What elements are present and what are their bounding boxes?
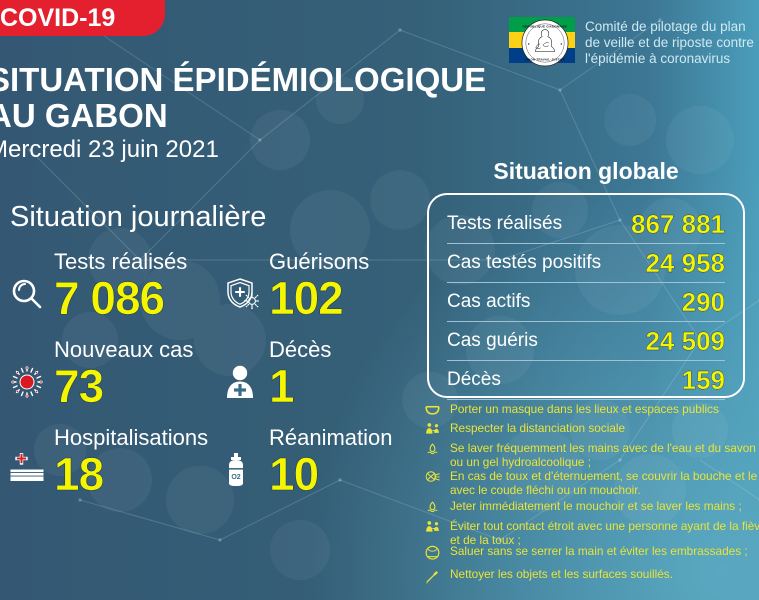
- svg-text:UNION-TRAVAIL-JUSTICE: UNION-TRAVAIL-JUSTICE: [525, 57, 565, 61]
- svg-text:O2: O2: [231, 474, 240, 481]
- svg-text:REPUBLIQUE GABONAISE: REPUBLIQUE GABONAISE: [523, 25, 568, 29]
